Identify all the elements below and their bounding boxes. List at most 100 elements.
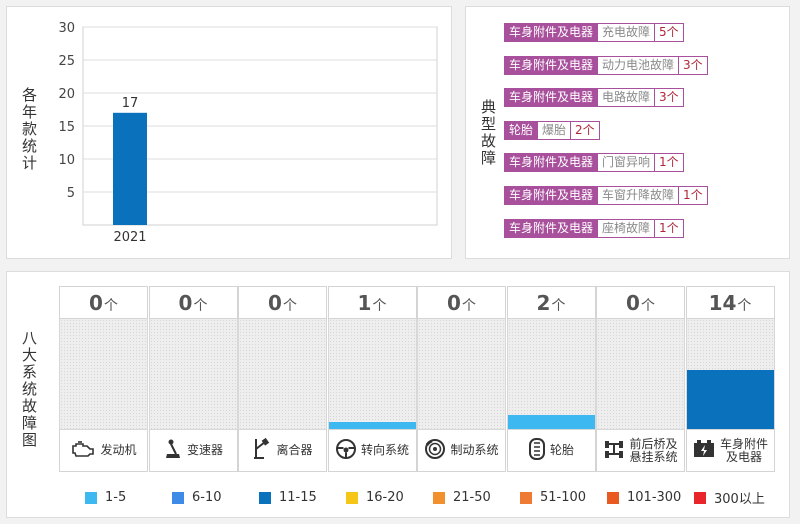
fault-tag-row[interactable]: 车身附件及电器 门窗异响 1个 (504, 153, 684, 173)
legend-swatch (346, 491, 358, 504)
fault-name: 充电故障 (598, 23, 656, 42)
fault-name: 车窗升降故障 (598, 186, 680, 205)
system-name: 制动系统 (450, 443, 499, 457)
legend-item: 300以上 (694, 488, 781, 507)
system-bar-area (417, 319, 506, 430)
fault-name: 座椅故障 (598, 218, 656, 238)
system-count: 0个 (148, 286, 238, 319)
system-label: 转向系统 (327, 430, 417, 472)
legend-swatch (259, 491, 271, 504)
axle-icon (603, 438, 625, 463)
legend-swatch (520, 491, 532, 504)
fault-category: 车身附件及电器 (504, 88, 599, 108)
legend-label: 101-300 (627, 490, 682, 505)
system-label: 制动系统 (417, 430, 506, 472)
system-label: 轮胎 (506, 430, 596, 472)
system-bar-area (506, 319, 596, 430)
system-label: 前后桥及 悬挂系统 (596, 430, 685, 472)
fault-category: 车身附件及电器 (504, 218, 599, 238)
legend-swatch (433, 491, 445, 504)
legend-label: 11-15 (279, 490, 317, 505)
tire-icon (528, 437, 546, 464)
eight-systems-panel: 八大系统故障图 0个 发动机 0个 变速器 0个 离合器 1个 转向系统 0个 制动系统 2个 轮胎 0… (6, 271, 790, 518)
system-name: 转向系统 (360, 443, 409, 457)
fault-category: 车身附件及电器 (504, 23, 599, 42)
fault-category: 轮胎 (504, 120, 539, 140)
system-count-unit: 个 (193, 298, 208, 314)
system-column[interactable]: 0个离合器 (238, 286, 327, 472)
system-count: 0个 (417, 286, 506, 319)
fault-count: 2个 (571, 120, 600, 140)
system-column[interactable]: 1个转向系统 (327, 286, 417, 472)
legend-item: 6-10 (172, 488, 259, 507)
fault-count: 3个 (679, 55, 708, 75)
system-count: 1个 (327, 286, 417, 319)
legend-swatch (694, 491, 706, 504)
typical-faults-panel: 典型故障 车身附件及电器 充电故障 5个 车身附件及电器 动力电池故障 3个 车身附件及电器… (465, 6, 790, 259)
system-column[interactable]: 14个车身附件 及电器 (685, 286, 775, 472)
engine-icon (70, 439, 96, 462)
fault-count: 3个 (655, 88, 684, 108)
fault-tag-row[interactable]: 车身附件及电器 电路故障 3个 (504, 88, 684, 108)
legend-label: 51-100 (540, 490, 587, 505)
legend-item: 101-300 (607, 488, 694, 507)
system-count-unit: 个 (551, 298, 566, 314)
system-column[interactable]: 2个 轮胎 (506, 286, 596, 472)
system-count-unit: 个 (737, 298, 752, 314)
legend-label: 6-10 (192, 490, 222, 505)
eight-systems-side-label: 八大系统故障图 (20, 330, 38, 449)
bar (113, 112, 147, 225)
steering-wheel-icon (335, 438, 357, 463)
year-stats-side-label: 各年款统计 (20, 87, 38, 172)
y-tick-label: 25 (58, 54, 75, 69)
clutch-pedal-icon (252, 437, 272, 464)
system-count-unit: 个 (282, 298, 297, 314)
system-bar (328, 422, 416, 429)
system-name-line: 悬挂系统 (629, 449, 678, 464)
system-column[interactable]: 0个变速器 (148, 286, 238, 472)
fault-tag-row[interactable]: 车身附件及电器 充电故障 5个 (504, 23, 684, 42)
fault-name: 动力电池故障 (598, 55, 680, 75)
system-bar (507, 415, 595, 429)
fault-tag-row[interactable]: 轮胎 爆胎 2个 (504, 120, 600, 140)
legend-item: 21-50 (433, 488, 520, 507)
y-tick-label: 20 (58, 87, 75, 102)
bar-data-label: 17 (122, 96, 139, 111)
system-name: 前后桥及 悬挂系统 (629, 436, 678, 464)
legend-swatch (85, 491, 97, 504)
fault-count: 5个 (655, 23, 684, 42)
battery-icon (692, 439, 716, 462)
system-count-value: 0 (447, 291, 461, 315)
year-stats-panel: 各年款统计 5 10 15 20 25 30 17 2021 (6, 6, 452, 259)
system-bar (686, 369, 774, 429)
system-count-value: 0 (268, 291, 282, 315)
system-count-value: 0 (178, 291, 193, 315)
legend-swatch (607, 491, 619, 504)
system-bar-area (685, 319, 775, 430)
fault-tag-row[interactable]: 车身附件及电器 车窗升降故障 1个 (504, 186, 708, 205)
system-column[interactable]: 0个 发动机 (59, 286, 148, 472)
fault-tag-row[interactable]: 车身附件及电器 座椅故障 1个 (504, 218, 684, 238)
system-label: 车身附件 及电器 (685, 430, 775, 472)
x-tick-label: 2021 (113, 230, 146, 245)
system-name: 车身附件 及电器 (720, 437, 768, 464)
system-count-unit: 个 (461, 298, 476, 314)
legend-item: 51-100 (520, 488, 607, 507)
system-column[interactable]: 0个制动系统 (417, 286, 506, 472)
legend-label: 16-20 (366, 490, 404, 505)
system-count-value: 1 (357, 291, 372, 315)
system-bar-area (327, 319, 417, 430)
fault-name: 爆胎 (538, 120, 572, 140)
fault-tag-row[interactable]: 车身附件及电器 动力电池故障 3个 (504, 55, 708, 75)
fault-category: 车身附件及电器 (504, 153, 599, 173)
y-tick-label: 30 (58, 21, 75, 36)
system-bar-area (238, 319, 327, 430)
system-name: 离合器 (276, 443, 313, 457)
fault-category: 车身附件及电器 (504, 186, 599, 205)
system-label: 变速器 (148, 430, 238, 472)
system-name-line: 前后桥及 (629, 436, 678, 451)
system-bar-area (148, 319, 238, 430)
system-count-value: 14 (708, 291, 737, 315)
brake-disc-icon (424, 438, 446, 463)
system-column[interactable]: 0个 前后桥及 悬挂系统 (596, 286, 685, 472)
